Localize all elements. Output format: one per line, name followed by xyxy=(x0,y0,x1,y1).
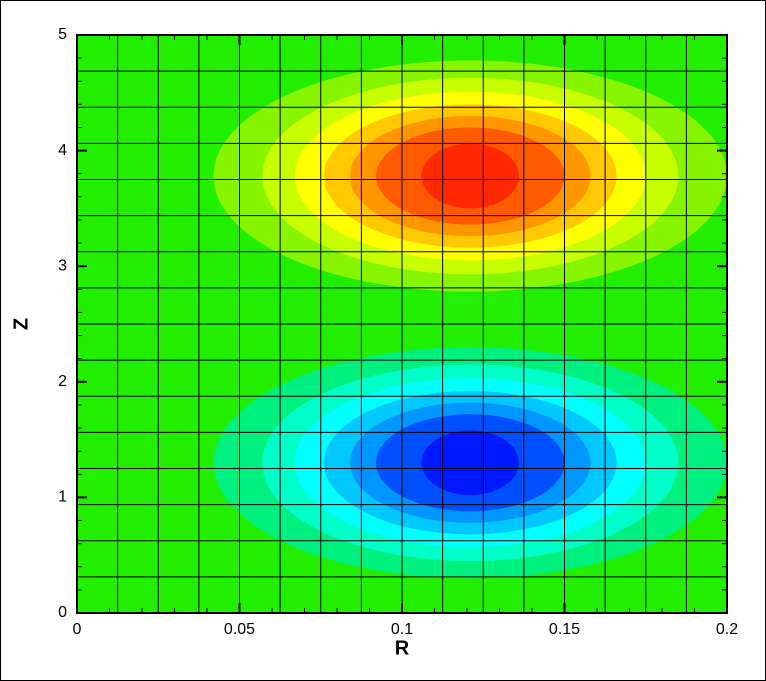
axes: 0 0.05 0.1 0.15 0.2 0 1 2 3 4 5 xyxy=(58,26,738,638)
x-tick-label: 0 xyxy=(73,621,82,638)
y-tick-label: 3 xyxy=(58,257,67,274)
plot-border xyxy=(76,34,728,614)
y-tick-label: 5 xyxy=(58,26,67,43)
y-tick-label: 0 xyxy=(58,604,67,621)
x-axis-label: R xyxy=(395,637,410,659)
plot-area xyxy=(77,35,727,613)
x-tick-label: 0.2 xyxy=(716,621,738,638)
y-tick-label: 1 xyxy=(58,489,67,506)
x-tick-label: 0.05 xyxy=(224,621,255,638)
y-tick-label: 2 xyxy=(58,373,67,390)
x-tick-label: 0.15 xyxy=(549,621,580,638)
x-tick-label: 0.1 xyxy=(391,621,413,638)
contour-level xyxy=(421,143,519,209)
contour-level xyxy=(421,430,519,496)
y-tick-label: 4 xyxy=(58,142,67,159)
y-axis-label: Z xyxy=(10,318,32,330)
